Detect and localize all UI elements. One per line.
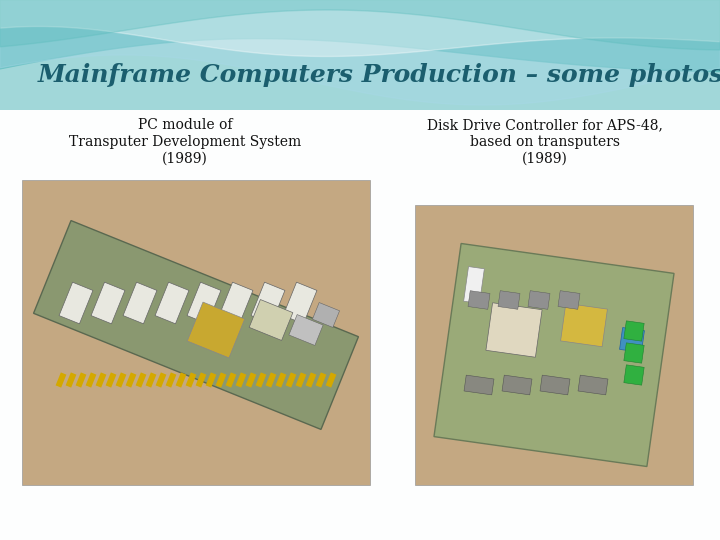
Polygon shape	[251, 282, 285, 324]
Text: Mainframe Computers Production – some photos: Mainframe Computers Production – some ph…	[38, 63, 720, 87]
Polygon shape	[235, 373, 246, 388]
Text: (1989): (1989)	[522, 152, 568, 166]
Polygon shape	[219, 282, 253, 324]
Polygon shape	[266, 373, 276, 388]
Polygon shape	[66, 373, 76, 388]
Polygon shape	[91, 282, 125, 324]
Polygon shape	[289, 315, 323, 346]
Polygon shape	[276, 373, 287, 388]
Bar	[415, 205, 693, 485]
Polygon shape	[464, 375, 494, 395]
Polygon shape	[305, 373, 316, 388]
Polygon shape	[528, 291, 550, 309]
Polygon shape	[540, 375, 570, 395]
Polygon shape	[215, 373, 226, 388]
Polygon shape	[249, 300, 293, 340]
Polygon shape	[434, 244, 674, 467]
Polygon shape	[155, 282, 189, 324]
Bar	[0, 0, 720, 110]
Polygon shape	[498, 291, 520, 309]
Polygon shape	[624, 321, 644, 341]
Polygon shape	[468, 291, 490, 309]
Polygon shape	[96, 373, 107, 388]
Polygon shape	[187, 282, 221, 324]
Text: Disk Drive Controller for APS-48,: Disk Drive Controller for APS-48,	[427, 118, 663, 132]
Polygon shape	[325, 373, 336, 388]
Text: PC module of: PC module of	[138, 118, 233, 132]
Polygon shape	[256, 373, 266, 388]
Polygon shape	[502, 375, 532, 395]
Bar	[22, 180, 370, 485]
Bar	[0, 110, 720, 540]
Polygon shape	[486, 303, 542, 357]
Polygon shape	[312, 302, 340, 327]
Polygon shape	[55, 373, 66, 388]
Polygon shape	[624, 343, 644, 363]
Polygon shape	[135, 373, 146, 388]
Text: based on transputers: based on transputers	[470, 135, 620, 149]
Text: Transputer Development System: Transputer Development System	[69, 135, 301, 149]
Polygon shape	[296, 373, 307, 388]
Polygon shape	[145, 373, 156, 388]
Polygon shape	[464, 267, 485, 303]
Polygon shape	[206, 373, 217, 388]
Polygon shape	[116, 373, 127, 388]
Polygon shape	[283, 282, 317, 324]
Polygon shape	[620, 328, 644, 353]
Polygon shape	[246, 373, 256, 388]
Polygon shape	[578, 375, 608, 395]
Polygon shape	[196, 373, 207, 388]
Polygon shape	[59, 282, 93, 324]
Polygon shape	[106, 373, 117, 388]
Polygon shape	[86, 373, 96, 388]
Polygon shape	[624, 365, 644, 385]
Polygon shape	[123, 282, 157, 324]
Polygon shape	[315, 373, 326, 388]
Polygon shape	[286, 373, 297, 388]
Polygon shape	[34, 220, 359, 429]
Polygon shape	[125, 373, 136, 388]
Polygon shape	[76, 373, 86, 388]
Polygon shape	[225, 373, 236, 388]
Polygon shape	[166, 373, 176, 388]
Polygon shape	[176, 373, 186, 388]
Polygon shape	[561, 303, 608, 347]
Text: (1989): (1989)	[162, 152, 208, 166]
Polygon shape	[558, 291, 580, 309]
Polygon shape	[186, 373, 197, 388]
Polygon shape	[187, 302, 245, 358]
Polygon shape	[156, 373, 166, 388]
